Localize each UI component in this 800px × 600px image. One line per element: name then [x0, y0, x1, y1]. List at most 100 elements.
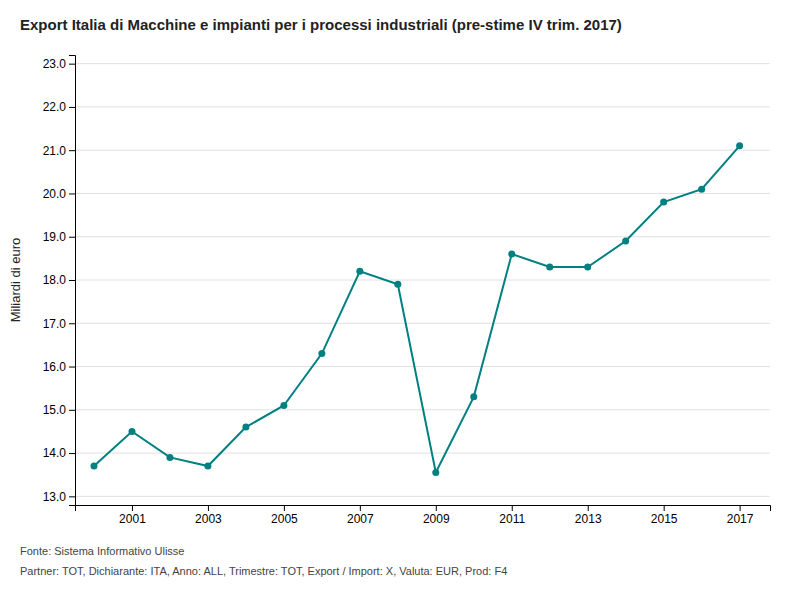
x-tick-mark	[132, 505, 133, 511]
x-tick-label: 2001	[119, 512, 146, 526]
y-tick-label: 17.0	[43, 317, 67, 331]
point	[318, 350, 325, 357]
point	[90, 463, 97, 470]
y-tick-mark	[69, 453, 75, 454]
y-tick: 14.0	[43, 446, 75, 460]
y-tick-label: 22.0	[43, 100, 67, 114]
x-tick: 2007	[347, 505, 374, 526]
x-tick-label: 2017	[727, 512, 754, 526]
point	[660, 199, 667, 206]
footnote: Partner: TOT, Dichiarante: ITA, Anno: AL…	[20, 565, 507, 577]
x-tick-mark	[588, 505, 589, 511]
marks	[90, 142, 743, 476]
grid-line	[75, 106, 770, 107]
x-tick-mark	[740, 505, 741, 511]
point	[584, 264, 591, 271]
x-tick-mark	[360, 505, 361, 511]
y-tick: 23.0	[43, 57, 75, 71]
x-tick-label: 2005	[271, 512, 298, 526]
x-tick-label: 2009	[423, 512, 450, 526]
point	[280, 402, 287, 409]
y-tick: 16.0	[43, 360, 75, 374]
point	[546, 264, 553, 271]
y-tick-label: 23.0	[43, 57, 67, 71]
point	[128, 428, 135, 435]
grid-line	[75, 323, 770, 324]
y-tick: 15.0	[43, 403, 75, 417]
x-tick-label: 2003	[195, 512, 222, 526]
x-tick-mark	[664, 505, 665, 511]
x-tick-label: 2015	[651, 512, 678, 526]
x-tick: 2011	[499, 505, 525, 526]
point	[508, 251, 515, 258]
x-tick-label: 2013	[575, 512, 602, 526]
grid	[75, 64, 770, 497]
point	[470, 393, 477, 400]
y-tick-label: 21.0	[43, 144, 67, 158]
grid-line	[75, 193, 770, 194]
grid-line	[75, 236, 770, 237]
grid-line	[75, 280, 770, 281]
y-tick-mark	[69, 64, 75, 65]
grid-line	[75, 63, 770, 64]
chart: 2001 2003 2005 2007 2009 2011 2013 2015 2017 13.0…	[0, 0, 800, 600]
y-tick-label: 14.0	[43, 446, 67, 460]
x-tick: 2015	[651, 505, 678, 526]
point	[698, 186, 705, 193]
x-tick: 2009	[423, 505, 450, 526]
x-tick-mark	[436, 505, 437, 511]
y-tick: 22.0	[43, 100, 75, 114]
point	[394, 281, 401, 288]
x-tick-label: 2007	[347, 512, 374, 526]
x-tick: 2013	[575, 505, 602, 526]
y-tick-mark	[69, 367, 75, 368]
x-tick-label: 2011	[499, 512, 525, 526]
point	[242, 424, 249, 431]
line	[94, 146, 740, 473]
point	[432, 469, 439, 476]
y-tick: 20.0	[43, 187, 75, 201]
y-tick: 21.0	[43, 144, 75, 158]
y-tick: 17.0	[43, 317, 75, 331]
point	[736, 142, 743, 149]
plot-area: 2001 2003 2005 2007 2009 2011 2013 2015 2017 13.0…	[43, 56, 771, 526]
y-tick-mark	[69, 410, 75, 411]
y-axis-title: Miliardi di euro	[8, 238, 23, 323]
x-tick-mark	[208, 505, 209, 511]
y-tick: 19.0	[43, 230, 75, 244]
y-tick: 13.0	[43, 490, 75, 504]
point	[622, 238, 629, 245]
y-tick-mark	[69, 150, 75, 151]
y-tick-label: 13.0	[43, 490, 67, 504]
grid-line	[75, 496, 770, 497]
point	[356, 268, 363, 275]
grid-line	[75, 150, 770, 151]
x-tick-mark	[284, 505, 285, 511]
y-tick-mark	[69, 280, 75, 281]
x-tick-mark	[512, 505, 513, 511]
x-axis-line	[76, 506, 771, 512]
point	[204, 463, 211, 470]
footnote: Fonte: Sistema Informativo Ulisse	[20, 545, 184, 557]
x-tick: 2017	[727, 505, 754, 526]
y-tick-label: 18.0	[43, 273, 67, 287]
y-tick-label: 20.0	[43, 187, 67, 201]
x-axis: 2001 2003 2005 2007 2009 2011 2013 2015 2017	[76, 505, 771, 526]
y-tick-mark	[69, 107, 75, 108]
grid-line	[75, 453, 770, 454]
y-tick-label: 16.0	[43, 360, 67, 374]
y-axis-line	[69, 56, 76, 506]
title: Export Italia di Macchine e impianti per…	[20, 16, 622, 33]
point	[166, 454, 173, 461]
x-tick: 2005	[271, 505, 298, 526]
y-tick-label: 15.0	[43, 403, 67, 417]
y-tick: 18.0	[43, 273, 75, 287]
y-tick-mark	[69, 496, 75, 497]
y-tick-label: 19.0	[43, 230, 67, 244]
y-tick-mark	[69, 193, 75, 194]
y-tick-mark	[69, 323, 75, 324]
x-tick: 2001	[119, 505, 146, 526]
y-axis: 13.0 14.0 15.0 16.0 17.0 18.0 19.0 20.0 21.0 22.0…	[43, 56, 76, 506]
x-tick: 2003	[195, 505, 222, 526]
y-tick-mark	[69, 237, 75, 238]
